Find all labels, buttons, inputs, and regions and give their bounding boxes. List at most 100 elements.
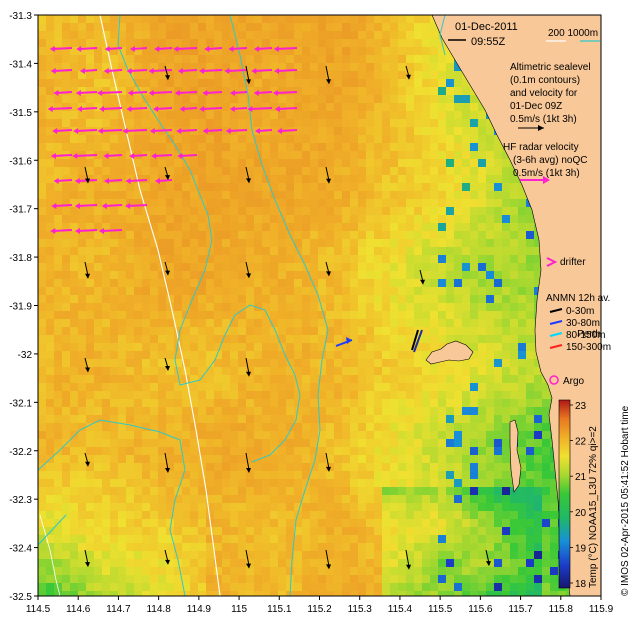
sst-cell	[54, 447, 62, 455]
sst-cell	[478, 423, 486, 431]
sst-cell	[190, 511, 198, 519]
sst-cell	[470, 495, 478, 503]
sst-cell	[110, 375, 118, 383]
sst-cell	[438, 271, 446, 279]
sst-cell	[46, 351, 54, 359]
sst-cell	[366, 343, 374, 351]
sst-cell	[214, 527, 222, 535]
sst-cell	[158, 519, 166, 527]
sst-cell	[302, 191, 310, 199]
sst-cell	[414, 263, 422, 271]
sst-cell	[518, 247, 526, 255]
sst-cell	[510, 559, 518, 567]
sst-cell	[110, 295, 118, 303]
sst-cell	[278, 55, 286, 63]
sst-cell	[494, 287, 502, 295]
sst-cell	[174, 391, 182, 399]
sst-cell	[382, 63, 390, 71]
sst-cell	[310, 567, 318, 575]
sst-cell	[286, 335, 294, 343]
sst-cell	[62, 343, 70, 351]
sst-cell	[526, 495, 534, 503]
sst-cell	[38, 383, 46, 391]
sst-cell	[462, 431, 470, 439]
sst-cell	[198, 527, 206, 535]
sst-cell	[190, 231, 198, 239]
sst-cell	[494, 175, 502, 183]
sst-cell	[230, 55, 238, 63]
sst-cell	[374, 223, 382, 231]
sst-cell	[54, 439, 62, 447]
sst-cell	[46, 207, 54, 215]
sst-cell	[262, 63, 270, 71]
sst-cell	[174, 215, 182, 223]
sst-cell	[38, 215, 46, 223]
sst-cell	[422, 367, 430, 375]
sst-cell	[150, 47, 158, 55]
sst-cell	[342, 47, 350, 55]
sst-cell	[70, 495, 78, 503]
sst-cell	[350, 295, 358, 303]
sst-cell	[390, 287, 398, 295]
sst-cell	[366, 175, 374, 183]
sst-cell	[38, 543, 46, 551]
sst-cell	[430, 535, 438, 543]
sst-cell	[62, 39, 70, 47]
sst-cell	[342, 151, 350, 159]
sst-cell	[118, 367, 126, 375]
sst-cell	[406, 63, 414, 71]
sst-cell	[86, 431, 94, 439]
sst-cell	[390, 383, 398, 391]
sst-cell	[550, 511, 558, 519]
sst-cell	[246, 103, 254, 111]
sst-cell	[78, 175, 86, 183]
sst-cell	[174, 319, 182, 327]
sst-cell	[62, 55, 70, 63]
sst-cell	[398, 71, 406, 79]
sst-cell	[406, 511, 414, 519]
sst-cell	[326, 335, 334, 343]
sst-cell	[350, 479, 358, 487]
sst-cell	[102, 391, 110, 399]
sst-cell	[198, 79, 206, 87]
sst-cell	[470, 327, 478, 335]
sst-cell	[302, 87, 310, 95]
sst-cell	[254, 135, 262, 143]
sst-cell	[70, 543, 78, 551]
sst-cell	[238, 495, 246, 503]
sst-cell	[310, 23, 318, 31]
sst-cell	[494, 143, 502, 151]
sst-cell	[166, 519, 174, 527]
sst-cell	[350, 247, 358, 255]
sst-cell	[190, 167, 198, 175]
sst-cell	[366, 487, 374, 495]
sst-cell	[318, 111, 326, 119]
sst-cell	[430, 431, 438, 439]
sst-cell	[478, 439, 486, 447]
sst-cell	[230, 543, 238, 551]
sst-cell	[502, 479, 510, 487]
sst-cell	[222, 167, 230, 175]
sst-cell	[422, 127, 430, 135]
sst-cell	[326, 255, 334, 263]
sst-cell	[374, 23, 382, 31]
sst-cell	[158, 143, 166, 151]
sst-cell	[374, 167, 382, 175]
sst-cell	[430, 79, 438, 87]
sst-cell	[118, 375, 126, 383]
sst-cell	[342, 391, 350, 399]
sst-cell	[102, 319, 110, 327]
sst-cell	[334, 351, 342, 359]
sst-cell	[62, 551, 70, 559]
sst-cell	[206, 423, 214, 431]
sst-cell	[270, 79, 278, 87]
sst-cell	[350, 47, 358, 55]
sst-cell	[302, 367, 310, 375]
sst-cell	[270, 15, 278, 23]
sst-cell	[398, 223, 406, 231]
sst-cell	[182, 223, 190, 231]
sst-cell	[134, 15, 142, 23]
sst-cell	[190, 247, 198, 255]
sst-cell	[430, 223, 438, 231]
sst-cell	[246, 119, 254, 127]
